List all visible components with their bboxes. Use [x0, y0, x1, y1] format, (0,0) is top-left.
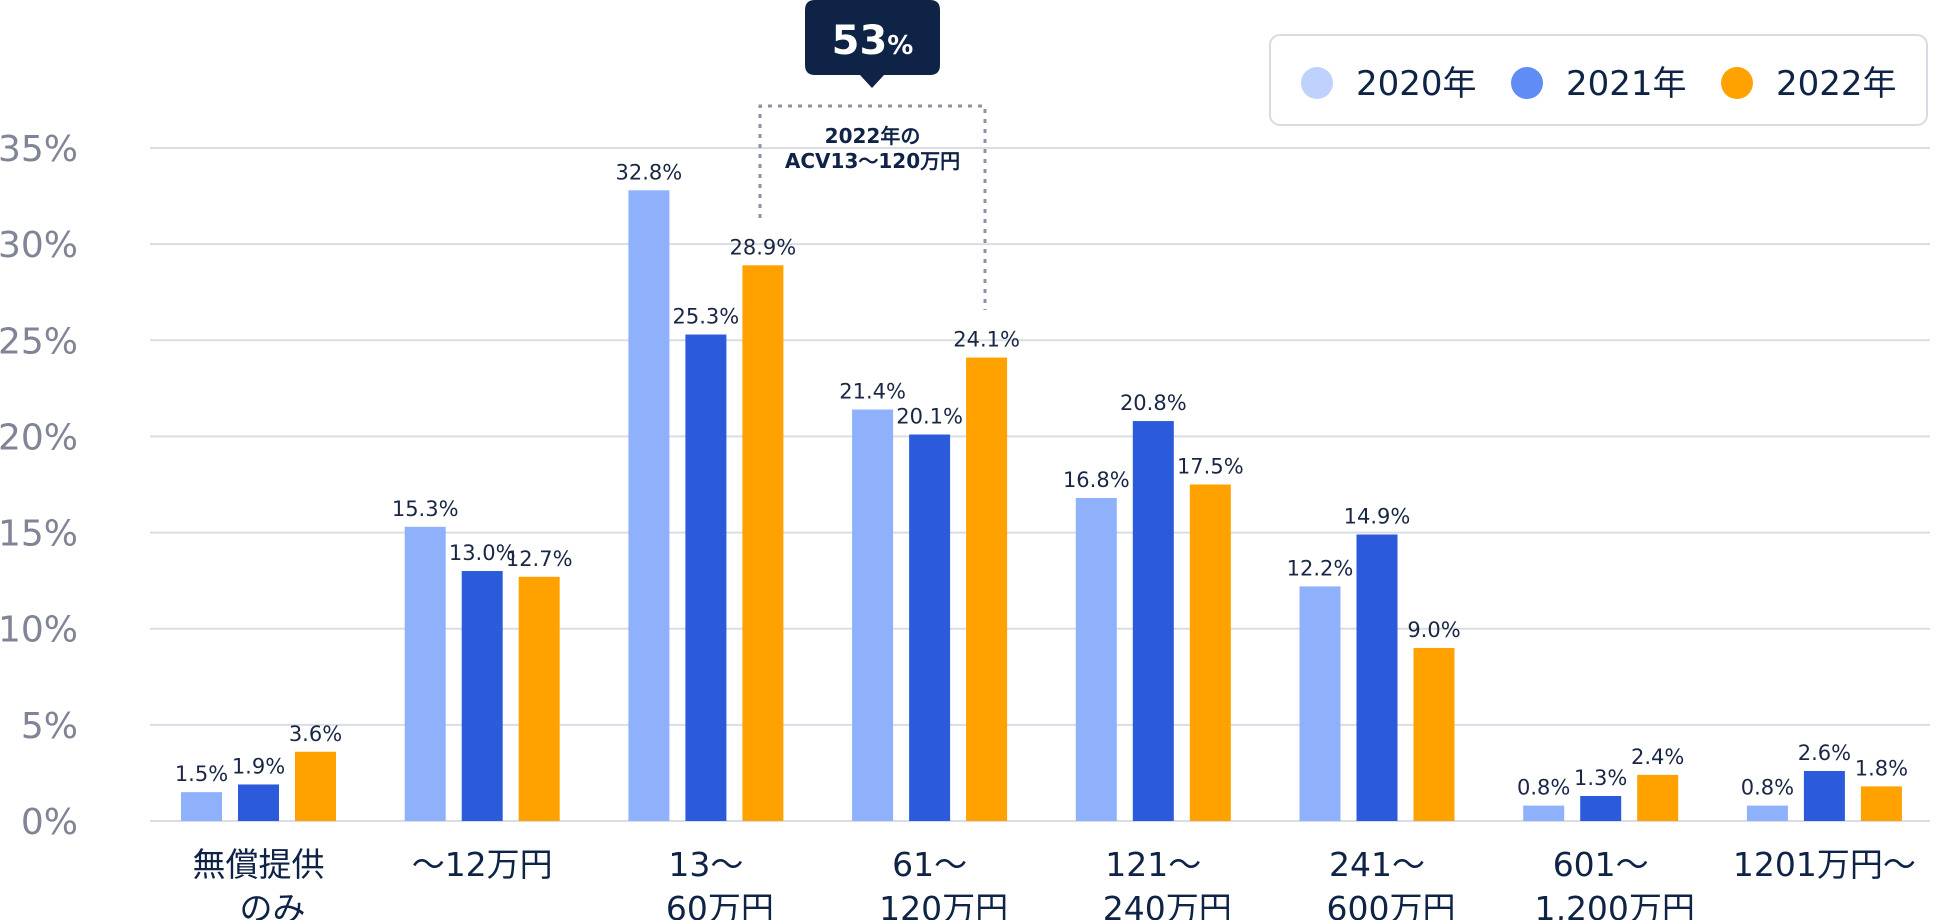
bar-value-label: 1.3%: [1574, 766, 1627, 790]
y-tick-label: 30%: [0, 225, 78, 266]
x-tick-label: のみ: [240, 889, 306, 920]
x-tick-label: 13〜: [668, 845, 743, 884]
legend-label-2022: 2022年: [1776, 64, 1897, 104]
legend-dot-2022: [1721, 67, 1753, 99]
bar: [685, 334, 727, 821]
bar: [1580, 796, 1622, 821]
y-tick-label: 10%: [0, 610, 78, 651]
bar: [628, 190, 670, 821]
bar: [1299, 586, 1341, 821]
bar-value-label: 13.0%: [449, 541, 516, 565]
y-tick-label: 0%: [21, 802, 78, 843]
annotation-label-line-2: ACV13〜120万円: [785, 149, 960, 173]
bar: [518, 576, 560, 821]
bar: [404, 526, 446, 821]
bar-value-label: 3.6%: [289, 722, 342, 746]
bar-value-label: 2.4%: [1631, 745, 1684, 769]
value-labels: 1.5% 1.9%3.6% 15.3% 13.0%12.7% 32.8% 25.3% 28.…: [175, 160, 1908, 799]
bar: [1413, 647, 1455, 821]
legend: 2020年 2021年 2022年: [1269, 34, 1928, 126]
x-tick-label: 60万円: [666, 889, 774, 920]
bar: [1189, 484, 1231, 821]
bar: [1523, 805, 1565, 821]
x-tick-label: 61〜: [892, 845, 967, 884]
callout-bubble: [805, 0, 940, 88]
bars: [181, 190, 1902, 821]
x-tick-label: 1201万円〜: [1733, 845, 1916, 884]
callout-unit: %: [887, 31, 913, 61]
callout-value: 53%: [832, 18, 914, 64]
bar: [1637, 774, 1679, 821]
bar: [181, 792, 222, 821]
y-tick-label: 35%: [0, 129, 78, 170]
bar-value-label: 1.9%: [232, 754, 285, 778]
bar-value-label: 28.9%: [730, 235, 797, 259]
bar: [238, 784, 279, 821]
bar-value-label: 16.8%: [1063, 468, 1130, 492]
y-tick-label: 5%: [21, 706, 78, 747]
x-tick-label: 241〜: [1329, 845, 1425, 884]
y-axis-ticks: 0% 5% 10% 15% 20% 25% 30% 35%: [0, 129, 78, 843]
y-tick-label: 25%: [0, 321, 78, 362]
bar-value-label: 9.0%: [1407, 618, 1460, 642]
bar: [1860, 786, 1902, 821]
bar: [742, 265, 784, 821]
bar: [1356, 534, 1398, 821]
bar-value-label: 0.8%: [1741, 776, 1794, 800]
x-tick-label: 240万円: [1103, 889, 1232, 920]
bar-value-label: 12.7%: [506, 547, 573, 571]
bar: [966, 357, 1008, 821]
bar-value-label: 21.4%: [839, 380, 906, 404]
bar-value-label: 2.6%: [1798, 741, 1851, 765]
legend-label-2020: 2020年: [1356, 64, 1477, 104]
x-tick-label: 121〜: [1105, 845, 1201, 884]
bar: [1075, 497, 1117, 821]
bar: [909, 434, 951, 821]
y-tick-label: 20%: [0, 417, 78, 458]
annotation: 2022年の ACV13〜120万円 53%: [758, 0, 987, 310]
legend-label-2021: 2021年: [1566, 64, 1687, 104]
legend-dot-2020: [1301, 67, 1333, 99]
bar: [852, 409, 894, 821]
bar: [295, 751, 336, 821]
x-tick-label: 1,200万円: [1534, 889, 1694, 920]
bar-value-label: 20.8%: [1120, 391, 1187, 415]
bar-value-label: 20.1%: [896, 405, 963, 429]
bar-value-label: 25.3%: [673, 305, 740, 329]
x-tick-label: 120万円: [879, 889, 1008, 920]
bar-value-label: 24.1%: [953, 328, 1020, 352]
bar-value-label: 0.8%: [1517, 776, 1570, 800]
bar-value-label: 32.8%: [616, 160, 683, 184]
bar-value-label: 1.8%: [1855, 756, 1908, 780]
bar: [1803, 771, 1845, 821]
bar-value-label: 1.5%: [175, 762, 228, 786]
y-tick-label: 15%: [0, 514, 78, 555]
grid-layer: [150, 147, 1930, 822]
x-tick-label: 無償提供: [193, 845, 325, 884]
legend-dot-2021: [1511, 67, 1543, 99]
x-tick-label: 600万円: [1327, 889, 1456, 920]
bar: [461, 571, 503, 821]
bar-value-label: 12.2%: [1287, 556, 1354, 580]
bar: [1746, 805, 1788, 821]
legend-box: [1269, 34, 1928, 126]
x-tick-label: 〜12万円: [412, 845, 553, 884]
annotation-label-line-1: 2022年の: [825, 124, 921, 148]
x-tick-label: 601〜: [1553, 845, 1649, 884]
bar-value-label: 17.5%: [1177, 455, 1244, 479]
bar-value-label: 15.3%: [392, 497, 459, 521]
bar-value-label: 14.9%: [1344, 504, 1411, 528]
callout-number: 53: [832, 18, 888, 64]
bar: [1132, 421, 1174, 821]
